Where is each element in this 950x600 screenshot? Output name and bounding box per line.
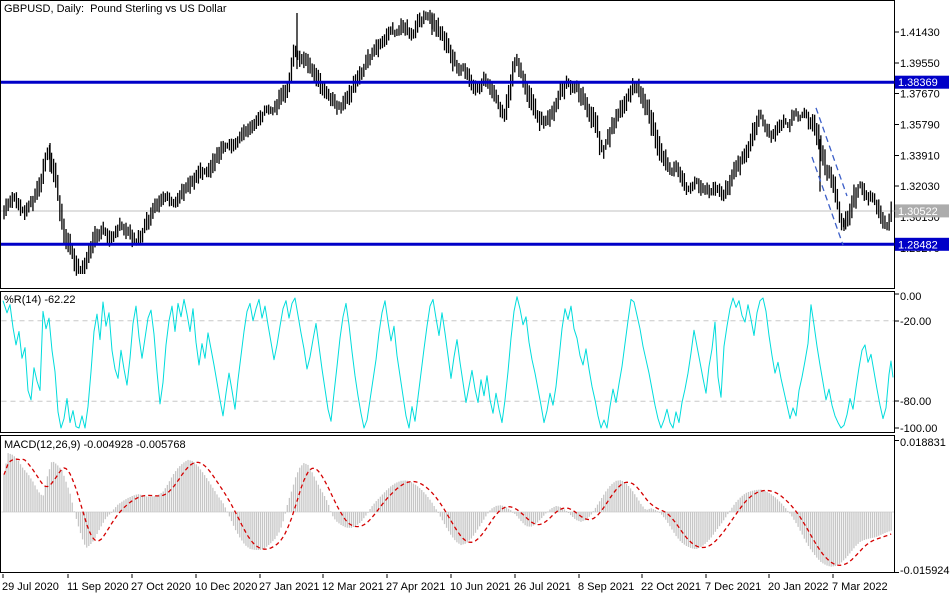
svg-text:-0.015924: -0.015924 [900,565,950,574]
svg-text:20 Jan 2022: 20 Jan 2022 [768,581,829,593]
price-panel-border [0,0,895,289]
svg-text:7 Mar 2022: 7 Mar 2022 [832,581,888,593]
macd-histogram [3,453,892,567]
svg-text:1.30522: 1.30522 [898,206,938,218]
svg-text:-20.00: -20.00 [900,316,931,328]
time-axis[interactable]: 29 Jul 2020 11 Sep 2020 27 Oct 2020 10 Dec … [0,574,950,600]
svg-text:0.00: 0.00 [900,291,921,303]
svg-text:0.018831: 0.018831 [900,437,946,449]
macd-indicator-label: MACD(12,26,9) -0.004928 -0.005768 [4,439,186,451]
svg-text:1.39550: 1.39550 [900,58,940,70]
svg-text:27 Oct 2020: 27 Oct 2020 [131,581,191,593]
svg-text:11 Sep 2020: 11 Sep 2020 [67,581,129,593]
svg-text:22 Oct 2021: 22 Oct 2021 [641,581,701,593]
price-axis-labels: 1.41430 1.39550 1.37670 1.35790 1.33910 1.320… [894,27,940,255]
price-badge-1.30522: 1.30522 [895,204,949,218]
wpr-indicator-label: %R(14) -62.22 [4,294,76,306]
wpr-axis-labels: 0.00 -20.00 -80.00 -100.00 [894,291,937,434]
svg-text:1.32030: 1.32030 [900,181,940,193]
svg-text:12 Mar 2021: 12 Mar 2021 [322,581,384,593]
svg-text:1.37670: 1.37670 [900,89,940,101]
svg-text:10 Jun 2021: 10 Jun 2021 [450,581,511,593]
chart-title: GBPUSD, Daily: Pound Sterling vs US Doll… [4,3,227,15]
svg-text:1.35790: 1.35790 [900,120,940,132]
svg-text:1.33910: 1.33910 [900,150,940,162]
trendline[interactable] [811,156,844,246]
svg-text:8 Sep 2021: 8 Sep 2021 [578,581,634,593]
macd-panel-border [0,435,895,573]
svg-text:27 Apr 2021: 27 Apr 2021 [386,581,445,593]
macd-axis-labels: 0.018831 -0.015924 [894,437,950,574]
svg-text:-100.00: -100.00 [900,423,937,434]
trendline[interactable] [815,107,848,197]
price-bars [3,9,892,276]
price-badge-1.28482: 1.28482 [895,237,949,251]
svg-text:1.41430: 1.41430 [900,27,940,39]
svg-text:27 Jan 2021: 27 Jan 2021 [259,581,320,593]
time-axis-labels: 29 Jul 2020 11 Sep 2020 27 Oct 2020 10 Dec … [2,574,888,593]
svg-text:26 Jul 2021: 26 Jul 2021 [514,581,571,593]
macd-signal-line [3,458,892,566]
svg-text:1.28482: 1.28482 [898,239,938,251]
svg-text:-80.00: -80.00 [900,396,931,408]
svg-text:29 Jul 2020: 29 Jul 2020 [2,581,59,593]
svg-text:1.38369: 1.38369 [898,77,938,89]
wpr-panel[interactable]: 0.00 -20.00 -80.00 -100.00 [0,290,950,434]
svg-text:7 Dec 2021: 7 Dec 2021 [705,581,761,593]
price-badge-1.38369: 1.38369 [895,75,949,89]
svg-text:10 Dec 2020: 10 Dec 2020 [195,581,257,593]
macd-panel[interactable]: 0.018831 -0.015924 [0,434,950,574]
price-panel[interactable]: 1.41430 1.39550 1.37670 1.35790 1.33910 1.320… [0,0,950,290]
wpr-line [2,296,894,429]
